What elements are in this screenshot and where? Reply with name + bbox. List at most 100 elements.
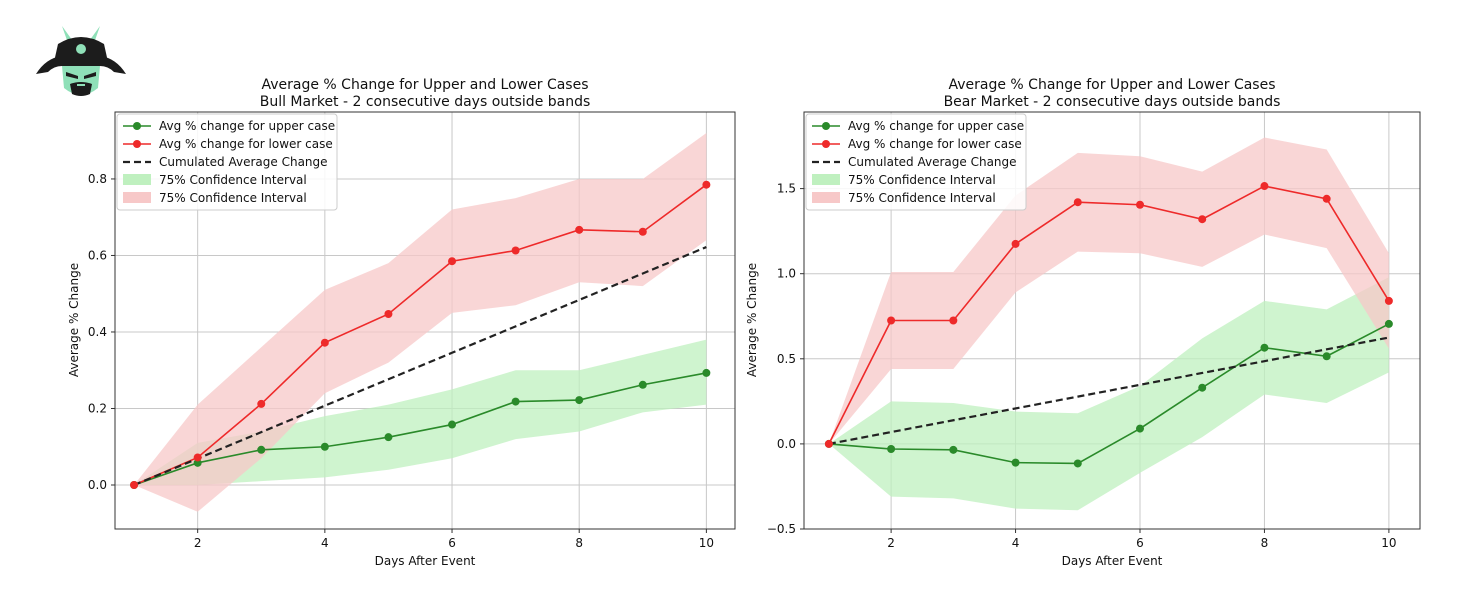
legend-label: 75% Confidence Interval (848, 173, 996, 187)
legend-swatch (812, 174, 840, 185)
x-tick-label: 6 (448, 536, 456, 550)
y-tick-label: 0.6 (88, 248, 107, 262)
legend-label: 75% Confidence Interval (848, 191, 996, 205)
data-point (638, 380, 647, 389)
data-point (130, 481, 139, 490)
legend-label: Avg % change for upper case (848, 119, 1024, 133)
y-tick-label: 0.5 (777, 352, 796, 366)
legend-label: 75% Confidence Interval (159, 173, 307, 187)
data-point (1384, 319, 1393, 328)
x-axis-label: Days After Event (1062, 554, 1163, 568)
data-point (638, 227, 647, 236)
data-point (448, 257, 457, 266)
y-tick-label: 1.0 (777, 267, 796, 281)
legend-marker (822, 122, 830, 130)
legend-marker (822, 140, 830, 148)
data-point (320, 338, 329, 347)
series-line-0 (828, 323, 1390, 465)
x-tick-label: 4 (1012, 536, 1020, 550)
chart-subtitle: Bull Market - 2 consecutive days outside… (260, 94, 591, 110)
x-tick-label: 8 (575, 536, 583, 550)
data-point (1136, 424, 1144, 433)
y-tick-label: −0.5 (767, 522, 796, 536)
legend-marker (133, 122, 141, 130)
y-tick-label: 1.5 (777, 182, 796, 196)
data-point (1198, 383, 1207, 392)
data-point (384, 433, 393, 442)
data-point (1260, 182, 1269, 191)
legend: Avg % change for upper case Avg % change … (116, 113, 338, 211)
series-line-1 (133, 184, 707, 486)
data-point (702, 368, 711, 377)
x-tick-label: 4 (321, 536, 329, 550)
x-tick-label: 2 (194, 536, 202, 550)
chart-panel-bull-market: Average % Change for Upper and Lower Cas… (67, 77, 736, 568)
data-point (511, 397, 520, 406)
data-point (448, 420, 457, 429)
legend-swatch (123, 192, 151, 203)
series-line-2 (828, 336, 1390, 445)
data-point (257, 445, 266, 454)
series-line-2 (133, 246, 707, 487)
x-tick-label: 2 (887, 536, 895, 550)
legend-box (805, 113, 1027, 211)
plot-frame (114, 111, 736, 530)
x-tick-label: 6 (1136, 536, 1144, 550)
y-tick-label: 0.2 (88, 401, 107, 415)
data-point (384, 309, 393, 318)
legend: Avg % change for upper case Avg % change … (805, 113, 1027, 211)
y-axis-label: Average % Change (67, 263, 81, 377)
x-tick-label: 10 (699, 536, 714, 550)
data-point (575, 225, 584, 234)
data-point (257, 399, 266, 408)
legend-label: Cumulated Average Change (159, 155, 328, 169)
bull-market-chart: Average % Change for Upper and Lower Cas… (67, 77, 736, 568)
chart-title: Average % Change for Upper and Lower Cas… (261, 77, 588, 93)
data-point (1073, 198, 1082, 207)
data-point (949, 445, 958, 454)
chart-title: Average % Change for Upper and Lower Cas… (948, 77, 1275, 93)
confidence-band-upper (828, 277, 1389, 511)
legend-label: Avg % change for upper case (159, 119, 335, 133)
y-tick-label: 0.4 (88, 325, 107, 339)
data-point (575, 396, 584, 405)
data-point (1260, 343, 1269, 352)
y-axis-label: Average % Change (745, 263, 759, 377)
data-point (949, 316, 958, 325)
data-point (824, 439, 833, 448)
legend-label: 75% Confidence Interval (159, 191, 307, 205)
data-point (1011, 458, 1020, 467)
legend-marker (133, 140, 141, 148)
data-point (1384, 296, 1393, 305)
data-point (702, 180, 711, 189)
data-point (1136, 200, 1144, 209)
legend-swatch (812, 192, 840, 203)
plot-frame (803, 111, 1421, 530)
y-tick-label: 0.0 (88, 478, 107, 492)
x-tick-label: 8 (1261, 536, 1269, 550)
legend-box (116, 113, 338, 211)
data-point (887, 316, 896, 325)
y-tick-label: 0.0 (777, 437, 796, 451)
y-tick-label: 0.8 (88, 172, 107, 186)
confidence-band-lower (134, 133, 707, 512)
samurai-helmet-logo-icon (36, 26, 126, 96)
data-point (887, 445, 896, 454)
chart-panel-bear-market: Average % Change for Upper and Lower Cas… (740, 0, 1472, 594)
data-point (1322, 194, 1331, 203)
legend-label: Avg % change for lower case (159, 137, 333, 151)
data-point (1198, 215, 1207, 224)
data-point (1011, 239, 1020, 248)
legend-swatch (123, 174, 151, 185)
data-point (193, 453, 202, 462)
x-tick-label: 10 (1381, 536, 1396, 550)
legend-label: Cumulated Average Change (848, 155, 1017, 169)
data-point (1073, 459, 1082, 468)
series-line-1 (828, 185, 1390, 445)
data-point (320, 442, 329, 451)
data-point (1322, 352, 1331, 361)
confidence-band-lower (828, 137, 1389, 444)
data-point (511, 246, 520, 255)
series-line-0 (133, 372, 707, 486)
legend-label: Avg % change for lower case (848, 137, 1022, 151)
